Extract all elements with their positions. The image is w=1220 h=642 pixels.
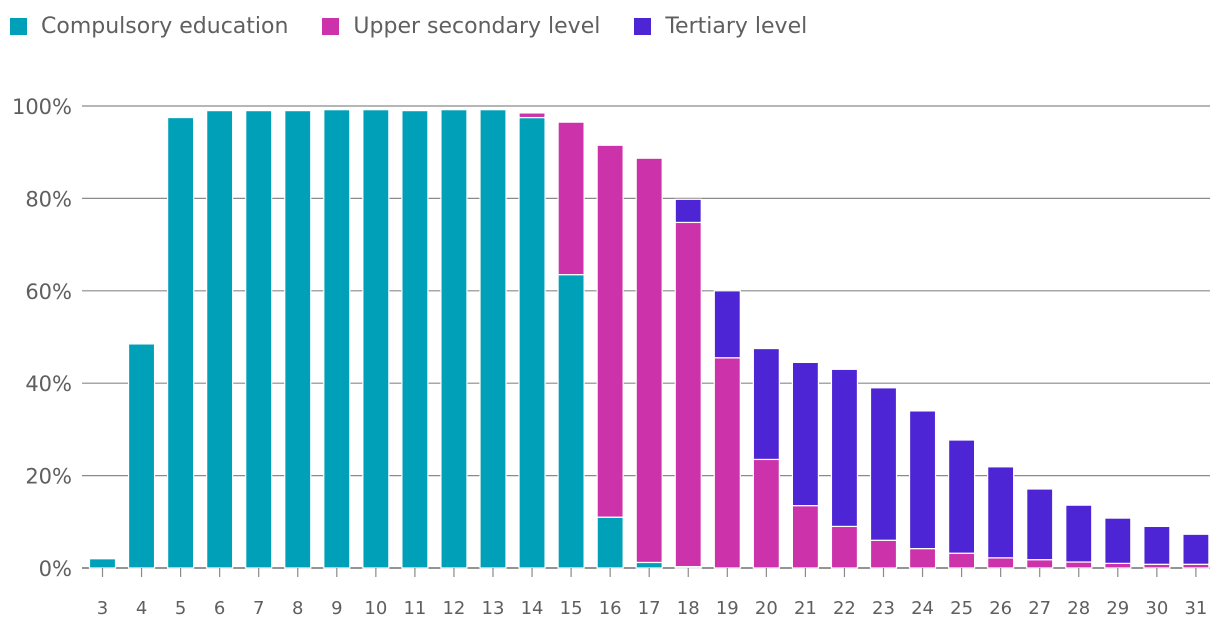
x-tick-label: 26 <box>989 598 1012 619</box>
bar-segment-4-0[interactable] <box>127 343 156 569</box>
x-tick-label: 12 <box>442 598 465 619</box>
bar-segment-22-2[interactable] <box>830 368 859 528</box>
legend-label-compulsory: Compulsory education <box>41 13 289 39</box>
x-tick-label: 25 <box>950 598 973 619</box>
x-tick-label: 17 <box>638 598 661 619</box>
bar-segment-16-0[interactable] <box>596 516 624 569</box>
x-tick-label: 22 <box>833 598 856 619</box>
bar-segment-18-1[interactable] <box>674 221 702 568</box>
bar-segment-11-0[interactable] <box>401 110 429 569</box>
x-tick-label: 10 <box>364 598 387 619</box>
bar-segment-3-0[interactable] <box>88 558 117 569</box>
x-tick-label: 4 <box>136 598 147 619</box>
bar-segment-10-0[interactable] <box>362 109 390 569</box>
bar-segment-8-0[interactable] <box>284 110 312 569</box>
y-tick-label: 0% <box>39 557 72 581</box>
legend-swatch-tertiary <box>634 17 652 35</box>
x-tick-label: 15 <box>560 598 583 619</box>
bar-segment-21-2[interactable] <box>791 361 820 507</box>
legend-swatch-compulsory <box>10 17 27 35</box>
bar-segment-19-1[interactable] <box>713 357 741 569</box>
bar-segment-15-0[interactable] <box>557 274 585 569</box>
x-tick-label: 13 <box>482 598 505 619</box>
bar-segment-27-1[interactable] <box>1026 559 1054 569</box>
bar-segment-14-0[interactable] <box>518 116 546 569</box>
bar-segment-18-2[interactable] <box>674 198 702 224</box>
legend-item-upper-secondary[interactable]: Upper secondary level <box>322 14 600 39</box>
legend-label-tertiary: Tertiary level <box>665 13 808 39</box>
bar-segment-7-0[interactable] <box>245 110 273 569</box>
bar-segment-17-1[interactable] <box>635 157 663 564</box>
bar-segment-20-1[interactable] <box>752 458 780 569</box>
bar-segment-20-2[interactable] <box>752 347 780 461</box>
y-tick-label: 80% <box>25 187 72 211</box>
y-tick-label: 20% <box>25 465 72 489</box>
y-axis-tick-labels: 0% 20% 40% 60% 80% 100% <box>12 95 72 581</box>
x-tick-label: 3 <box>97 598 108 619</box>
bar-segment-29-1[interactable] <box>1104 562 1132 569</box>
legend-label-upper-secondary: Upper secondary level <box>353 13 601 39</box>
legend-item-compulsory[interactable]: Compulsory education <box>10 14 288 39</box>
y-tick-label: 100% <box>12 95 72 119</box>
x-tick-label: 19 <box>716 598 739 619</box>
x-tick-label: 16 <box>599 598 622 619</box>
bar-segment-9-0[interactable] <box>323 109 351 569</box>
bar-segment-24-1[interactable] <box>908 547 937 569</box>
legend-swatch-upper-secondary <box>322 17 340 35</box>
bar-segment-14-1[interactable] <box>518 112 546 119</box>
bar-segment-25-1[interactable] <box>947 552 976 569</box>
x-tick-label: 9 <box>331 598 342 619</box>
bar-segment-29-2[interactable] <box>1104 517 1132 564</box>
x-tick-label: 20 <box>755 598 778 619</box>
bar-segment-12-0[interactable] <box>440 109 468 569</box>
x-tick-label: 28 <box>1067 598 1090 619</box>
bar-segment-30-2[interactable] <box>1143 525 1171 565</box>
x-tick-label: 31 <box>1184 598 1207 619</box>
y-tick-label: 40% <box>25 372 72 396</box>
x-tick-label: 18 <box>677 598 700 619</box>
bar-segment-13-0[interactable] <box>479 109 507 569</box>
bar-segment-23-2[interactable] <box>869 387 898 541</box>
bar-segment-5-0[interactable] <box>167 116 195 569</box>
bar-segment-24-2[interactable] <box>908 410 937 550</box>
bar-segment-28-2[interactable] <box>1065 504 1093 563</box>
x-tick-label: 14 <box>521 598 544 619</box>
x-tick-label: 6 <box>214 598 225 619</box>
bar-segment-22-1[interactable] <box>830 525 859 569</box>
bar-segment-6-0[interactable] <box>206 110 234 569</box>
x-tick-label: 11 <box>403 598 426 619</box>
x-tick-label: 29 <box>1106 598 1129 619</box>
bar-segment-31-2[interactable] <box>1182 533 1210 565</box>
x-tick-label: 30 <box>1145 598 1168 619</box>
bars <box>88 109 1210 569</box>
x-tick-label: 23 <box>872 598 895 619</box>
y-tick-label: 60% <box>25 280 72 304</box>
x-tick-label: 8 <box>292 598 303 619</box>
bar-segment-15-1[interactable] <box>557 121 585 276</box>
bar-segment-28-1[interactable] <box>1065 561 1093 569</box>
bar-segment-17-0[interactable] <box>635 561 663 569</box>
bar-segment-19-2[interactable] <box>713 290 741 359</box>
bar-segment-26-2[interactable] <box>987 466 1015 559</box>
bar-segment-26-1[interactable] <box>987 557 1015 569</box>
bar-segment-25-2[interactable] <box>947 439 976 554</box>
x-tick-label: 7 <box>253 598 264 619</box>
x-axis: 3 4 5 6 7 8 9 10 11 12 13 14 15 16 17 18 19 20 21 22 23 24 25 2… <box>97 568 1207 619</box>
bar-segment-21-1[interactable] <box>791 505 820 569</box>
bar-segment-27-2[interactable] <box>1026 488 1054 561</box>
x-tick-label: 21 <box>794 598 817 619</box>
bar-segment-16-1[interactable] <box>596 144 624 518</box>
x-tick-label: 5 <box>175 598 186 619</box>
legend-item-tertiary[interactable]: Tertiary level <box>634 14 807 39</box>
chart-legend: Compulsory education Upper secondary lev… <box>10 8 841 44</box>
x-tick-label: 24 <box>911 598 934 619</box>
x-tick-label: 27 <box>1028 598 1051 619</box>
bar-segment-23-1[interactable] <box>869 539 898 569</box>
